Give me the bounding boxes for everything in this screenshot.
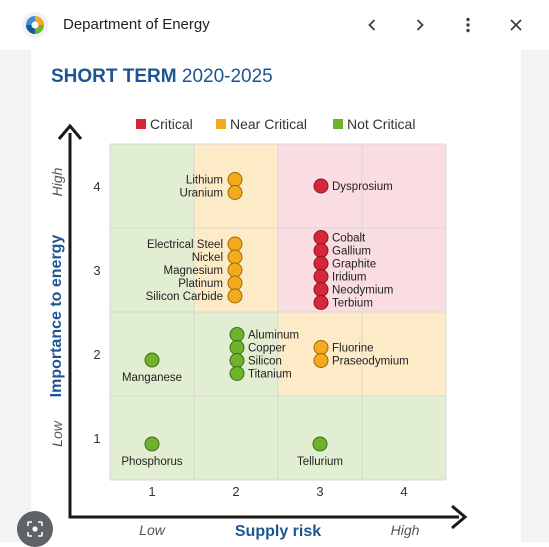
x-axis-title: Supply risk	[235, 523, 321, 540]
material-point	[144, 352, 160, 368]
material-point	[312, 436, 328, 452]
y-high-label: High	[49, 167, 65, 196]
years-label: 2020-2025	[181, 66, 273, 87]
material-label: Lithium	[186, 175, 223, 187]
material-point	[227, 236, 243, 252]
y-tick-label: 2	[93, 347, 100, 362]
material-point	[313, 269, 329, 284]
y-axis-title: Importance to energy	[48, 235, 65, 398]
axis-lines	[68, 133, 459, 519]
material-point	[313, 243, 329, 258]
term-label: SHORT TERM	[51, 66, 177, 87]
lens-icon	[27, 521, 43, 537]
material-point	[227, 288, 243, 304]
material-label: Titanium	[248, 369, 292, 381]
material-label: Fluorine	[332, 343, 374, 355]
criticality-regions	[109, 143, 447, 481]
x-axis-arrow	[451, 504, 468, 530]
y-tick-label: 3	[93, 263, 100, 278]
material-label: Silicon Carbide	[146, 291, 223, 303]
material-point	[313, 178, 329, 194]
material-label: Copper	[248, 343, 286, 355]
region-not_critical	[110, 228, 194, 312]
x-low-label: Low	[139, 522, 166, 538]
material-point	[229, 353, 245, 368]
y-tick-label: 4	[93, 179, 100, 194]
x-tick-label: 1	[148, 484, 155, 499]
material-label: Neodymium	[332, 285, 393, 297]
y-axis-arrow	[57, 123, 83, 140]
y-tick-label: 1	[93, 431, 100, 446]
material-points	[144, 172, 329, 452]
material-label: Cobalt	[332, 233, 366, 245]
material-point	[313, 353, 329, 368]
material-label: Praseodymium	[332, 356, 409, 368]
material-point	[313, 230, 329, 245]
material-label: Platinum	[178, 278, 223, 290]
material-point	[227, 249, 243, 265]
material-label: Gallium	[332, 246, 371, 258]
material-label: Phosphorus	[121, 456, 183, 468]
region-not_critical	[362, 396, 446, 480]
material-label: Nickel	[192, 252, 223, 264]
material-label: Uranium	[180, 188, 223, 200]
next-button[interactable]	[404, 9, 436, 41]
region-near_critical	[362, 312, 446, 396]
material-label: Tellurium	[297, 456, 343, 468]
x-tick-label: 4	[400, 484, 407, 499]
material-label: Magnesium	[164, 265, 223, 277]
material-point	[229, 327, 245, 342]
material-point	[229, 366, 245, 381]
close-button[interactable]	[500, 9, 532, 41]
legend-swatch-critical	[136, 119, 146, 129]
close-icon	[510, 19, 522, 31]
material-point	[227, 172, 243, 187]
region-critical	[362, 228, 446, 312]
region-not_critical	[110, 144, 194, 228]
more-options-button[interactable]	[452, 9, 484, 41]
y-low-label: Low	[49, 420, 65, 447]
material-point	[144, 436, 160, 452]
material-label: Manganese	[122, 372, 182, 384]
material-label: Iridium	[332, 272, 367, 284]
material-label: Terbium	[332, 298, 373, 310]
material-point	[313, 295, 329, 310]
chart-header: SHORT TERM 2020-2025	[51, 66, 273, 88]
legend-swatch-not_critical	[333, 119, 343, 129]
material-label: Dysprosium	[332, 181, 393, 193]
x-tick-label: 2	[232, 484, 239, 499]
material-label: Silicon	[248, 356, 282, 368]
legend-label-critical: Critical	[150, 116, 193, 132]
site-logo-icon	[22, 12, 48, 38]
material-point	[227, 262, 243, 278]
material-point	[313, 282, 329, 297]
browser-top-bar: Department of Energy	[0, 0, 549, 50]
region-not_critical	[194, 396, 278, 480]
legend-label-near_critical: Near Critical	[230, 116, 307, 132]
x-high-label: High	[391, 522, 420, 538]
material-point	[229, 340, 245, 355]
site-title: Department of Energy	[63, 16, 210, 33]
legend-swatch-near_critical	[216, 119, 226, 129]
material-point	[313, 340, 329, 355]
material-label: Electrical Steel	[147, 239, 223, 251]
material-label: Aluminum	[248, 330, 299, 342]
region-critical	[362, 144, 446, 228]
legend-label-not_critical: Not Critical	[347, 116, 415, 132]
material-point	[227, 275, 243, 291]
material-label: Graphite	[332, 259, 376, 271]
material-point	[227, 185, 243, 200]
legend: Critical Near Critical Not Critical	[136, 116, 415, 132]
lens-search-button[interactable]	[17, 511, 53, 547]
more-vert-icon	[466, 17, 470, 33]
chevron-left-icon	[368, 19, 376, 31]
previous-button[interactable]	[356, 9, 388, 41]
chevron-right-icon	[416, 19, 424, 31]
axes: 1 2 3 4 1 2 3 4 Low High Supply risk Low High Importa…	[48, 123, 468, 540]
material-point	[313, 256, 329, 271]
x-tick-label: 3	[316, 484, 323, 499]
